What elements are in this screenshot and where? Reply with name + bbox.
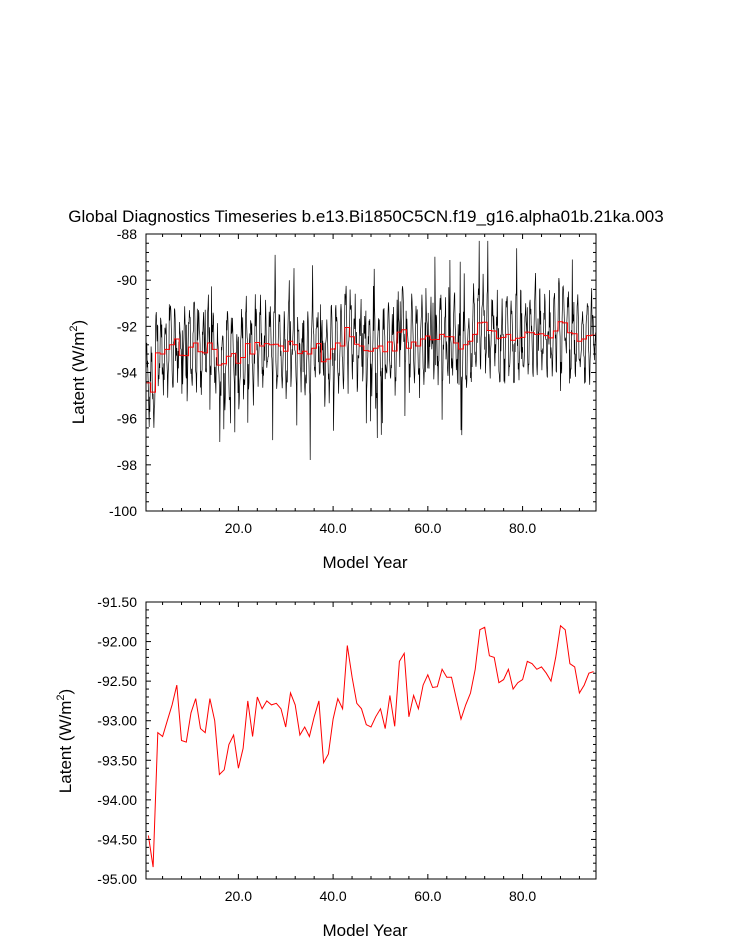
bottom-y-axis-label: Latent (W/m2) — [55, 689, 75, 793]
top-monthly-series-line — [145, 240, 596, 461]
top-y-tick-label: -92 — [117, 318, 137, 334]
bottom-ticks: 20.0 40.0 60.0 80.0 -91.50 -92.00 -92.50 -93.00… — [97, 594, 596, 904]
bottom-x-tick-label: 80.0 — [509, 888, 536, 904]
bottom-y-tick-label: -92.50 — [97, 673, 137, 689]
bottom-y-axis-label-sup: 2 — [55, 694, 67, 700]
top-plot-lines — [145, 240, 596, 461]
bottom-y-tick-label: -94.50 — [97, 831, 137, 847]
bottom-y-tick-label: -91.50 — [97, 594, 137, 610]
bottom-plot-frame — [145, 601, 597, 880]
top-annual-series-line — [146, 321, 596, 393]
bottom-x-tick-label: 40.0 — [319, 888, 346, 904]
top-y-axis-label: Latent (W/m2) — [68, 320, 88, 424]
bottom-y-tick-label: -94.00 — [97, 792, 137, 808]
top-y-tick-label: -100 — [109, 503, 137, 519]
top-x-tick-label: 60.0 — [414, 520, 441, 536]
top-y-tick-label: -88 — [117, 226, 137, 242]
top-y-tick-label: -94 — [117, 365, 137, 381]
top-plot-frame — [145, 233, 597, 512]
bottom-plot-lines — [147, 624, 594, 868]
bottom-x-tick-label: 60.0 — [414, 888, 441, 904]
top-y-tick-label: -98 — [117, 457, 137, 473]
figure-title: Global Diagnostics Timeseries b.e13.Bi18… — [68, 207, 663, 226]
top-y-tick-label: -96 — [117, 411, 137, 427]
bottom-y-tick-label: -93.00 — [97, 713, 137, 729]
bottom-y-tick-label: -95.00 — [97, 871, 137, 887]
bottom-y-axis-label-end: ) — [56, 689, 75, 695]
bottom-y-axis-label-main: Latent (W/m — [56, 701, 75, 794]
top-y-axis-label-end: ) — [69, 320, 88, 326]
top-y-axis-label-main: Latent (W/m — [69, 332, 88, 425]
bottom-x-axis-label: Model Year — [322, 921, 407, 940]
top-x-tick-label: 40.0 — [319, 520, 346, 536]
top-x-tick-label: 80.0 — [509, 520, 536, 536]
bottom-y-tick-label: -92.00 — [97, 634, 137, 650]
bottom-panel: 20.0 40.0 60.0 80.0 -91.50 -92.00 -92.50 -93.00… — [55, 594, 597, 940]
top-y-tick-label: -90 — [117, 272, 137, 288]
top-panel: 20.0 40.0 60.0 80.0 -88 -90 -92 -94 -96 -98 -100 M… — [68, 226, 597, 572]
bottom-y-tick-label: -93.50 — [97, 752, 137, 768]
top-y-axis-label-sup: 2 — [68, 325, 80, 331]
bottom-x-tick-label: 20.0 — [225, 888, 252, 904]
top-x-tick-label: 20.0 — [225, 520, 252, 536]
bottom-annual-series-line — [147, 624, 594, 868]
top-x-axis-label: Model Year — [322, 553, 407, 572]
